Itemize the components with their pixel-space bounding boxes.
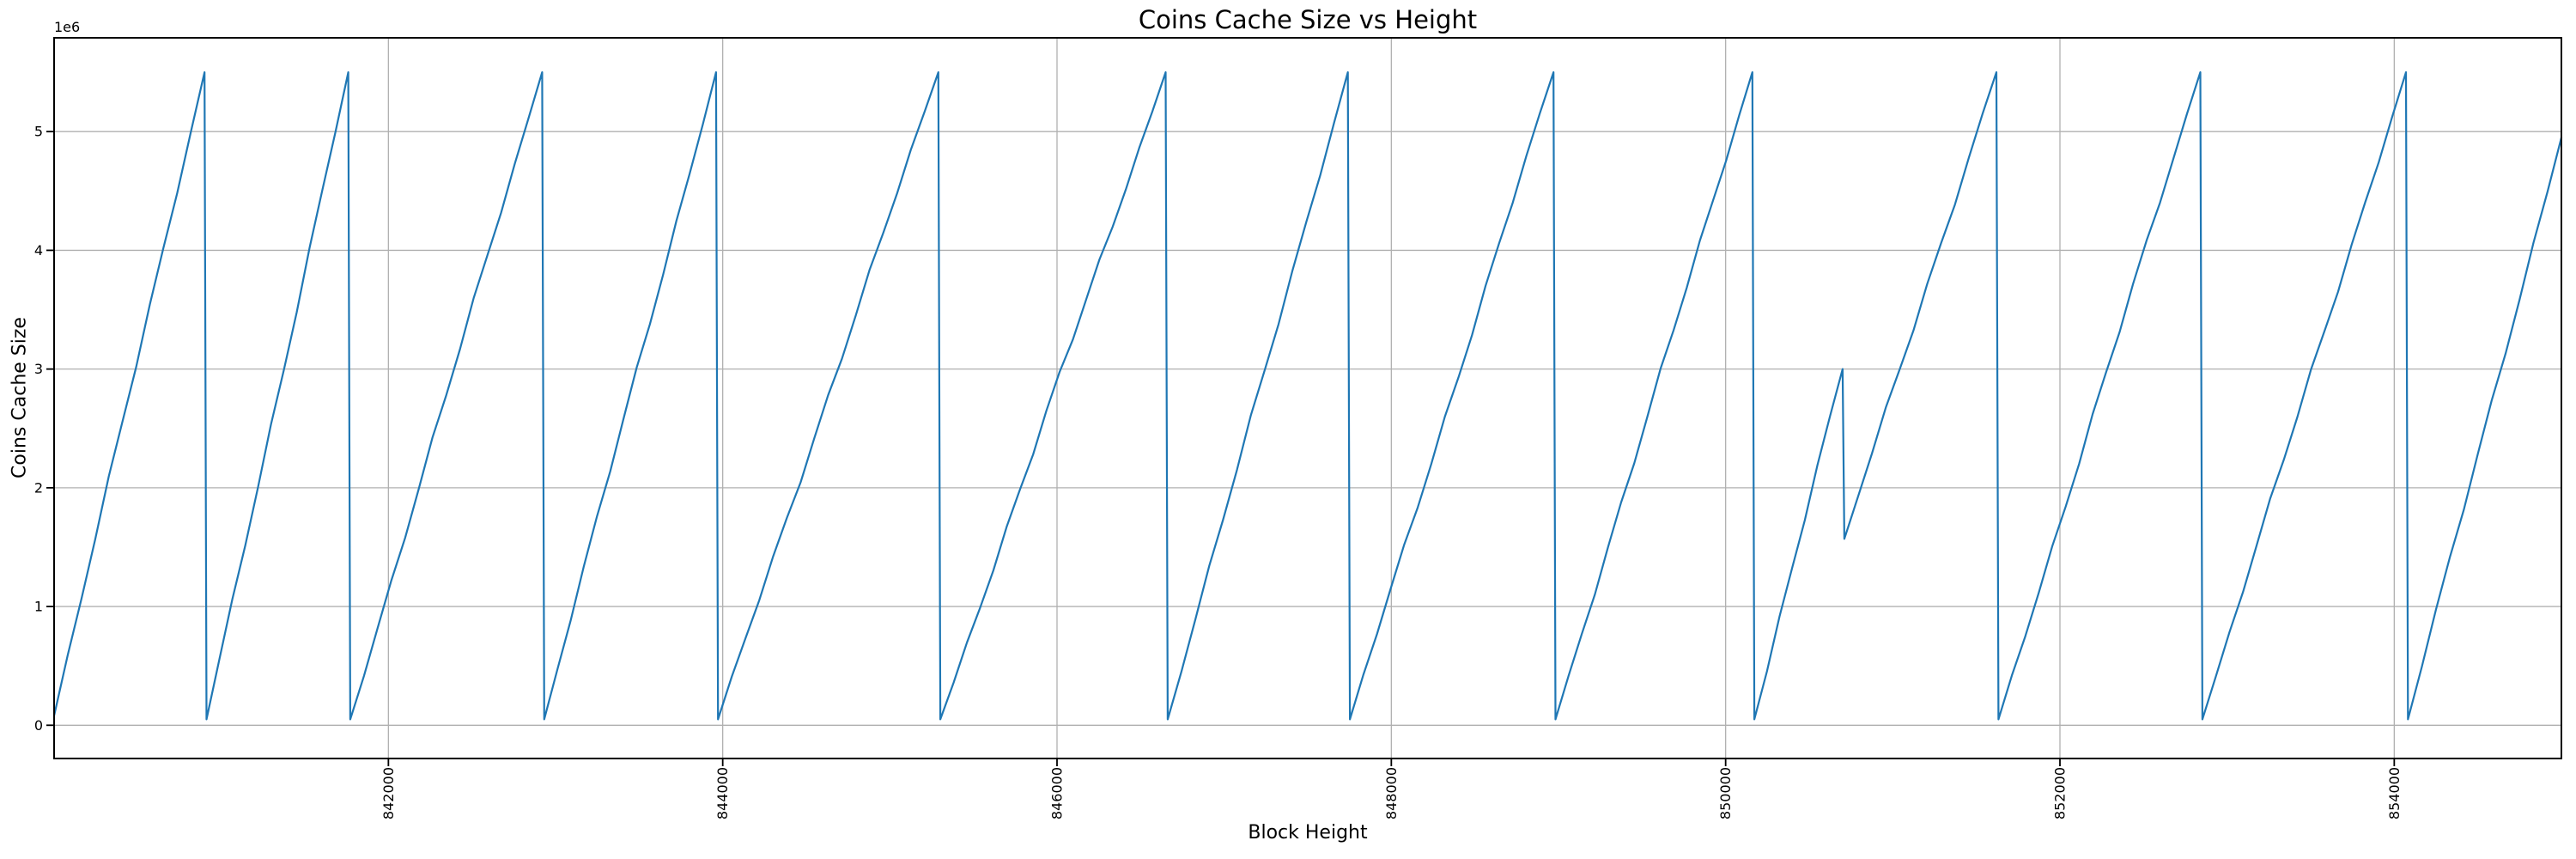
x-tick-label: 850000 <box>1717 767 1734 819</box>
y-axis-offset-label: 1e6 <box>54 19 81 35</box>
x-tick-label: 854000 <box>2386 767 2403 819</box>
chart-title: Coins Cache Size vs Height <box>1138 5 1478 34</box>
x-tick-label: 848000 <box>1383 767 1400 819</box>
x-tick-label: 846000 <box>1049 767 1066 819</box>
x-tick-label: 844000 <box>714 767 731 819</box>
y-axis-label: Coins Cache Size <box>9 317 31 478</box>
y-tick-label: 0 <box>34 717 43 734</box>
y-tick-label: 1 <box>34 599 43 615</box>
y-tick-label: 2 <box>34 479 43 496</box>
data-line-coins-cache-size <box>52 71 2563 721</box>
x-tick-label: 842000 <box>380 767 397 819</box>
y-tick-label: 4 <box>34 242 43 259</box>
y-tick-label: 5 <box>34 124 43 140</box>
x-axis-label: Block Height <box>1248 822 1368 844</box>
y-tick-label: 3 <box>34 361 43 377</box>
plot-border <box>53 37 2562 759</box>
x-tick-label: 852000 <box>2052 767 2069 819</box>
